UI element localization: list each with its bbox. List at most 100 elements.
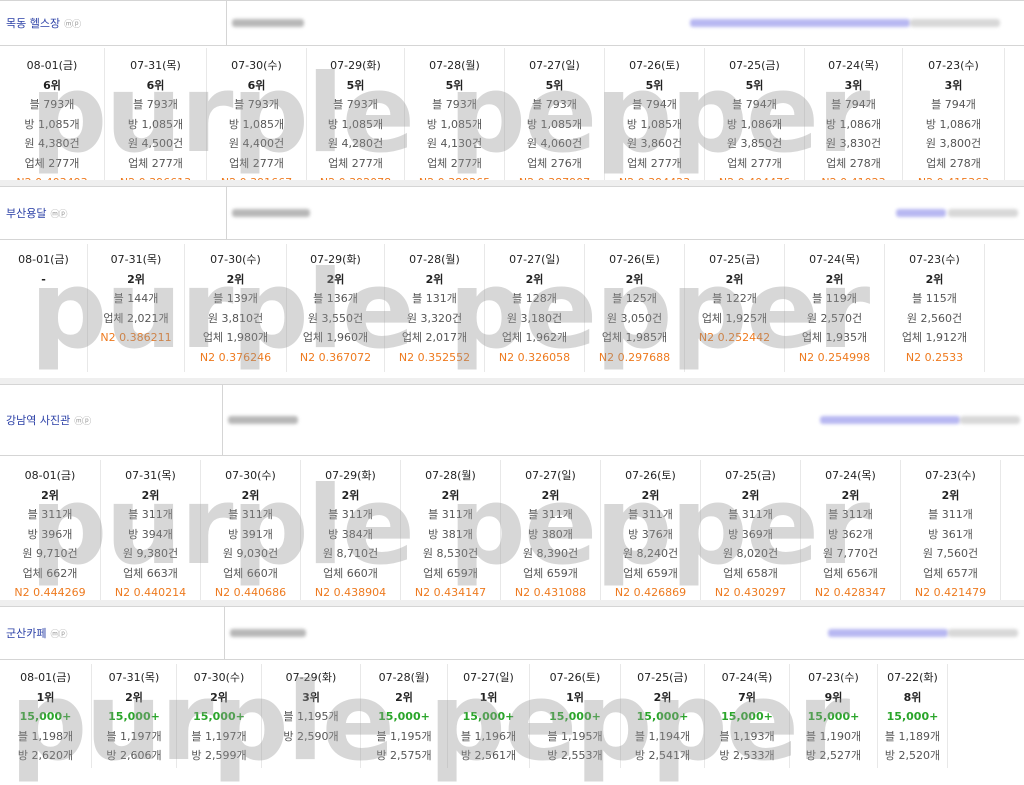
mp-icon[interactable]: ⓜⓟ: [74, 417, 91, 427]
stat-value: 블 1,195개: [547, 729, 603, 743]
n2-score: N2 0.254998: [798, 350, 871, 364]
rank-value: 5위: [645, 78, 664, 92]
n2-score: N2 0.440686: [214, 586, 287, 599]
stat-value: 방 1,086개: [825, 117, 882, 131]
day-date: 08-01(금): [24, 469, 76, 482]
search-volume: 15,000+: [193, 710, 245, 723]
stat-value: 원 9,380건: [122, 547, 179, 560]
stat-value: 업체 1,912개: [901, 331, 968, 344]
n2-score: N2 0.428347: [814, 586, 887, 599]
day-date: 07-29(화): [330, 59, 381, 72]
redacted-text: [948, 209, 1018, 217]
stat-value: 업체 660개: [223, 566, 278, 580]
day-date: 07-28(월): [425, 469, 476, 482]
keyword-link[interactable]: 부산용달 ⓜⓟ: [6, 205, 68, 221]
n2-score: N2 0.367072: [299, 350, 372, 364]
keyword-link[interactable]: 군산카페 ⓜⓟ: [6, 625, 68, 641]
stat-value: 블 793개: [532, 98, 577, 111]
stat-value: 업체 658개: [723, 566, 778, 580]
stat-value: 블 311개: [628, 508, 673, 521]
day-cell: 07-23(수) 2위 블 311개 방 361개 원 7,560건 업체 657개 N2 …: [901, 460, 1001, 602]
stat-value: 블 311개: [728, 508, 773, 521]
stat-value: 원 3,860건: [626, 137, 683, 150]
section-separator: [0, 378, 1024, 384]
stat-value: 업체 278개: [926, 156, 981, 170]
keyword-header: 부산용달 ⓜⓟ: [0, 186, 1024, 240]
day-date: 07-28(월): [409, 253, 460, 266]
rank-value: 2위: [941, 488, 960, 502]
header-divider: [224, 607, 225, 659]
stat-value: 블 311개: [928, 508, 973, 521]
day-cell: 07-30(수) 2위 블 311개 방 391개 원 9,030건 업체 660개 N2 …: [201, 460, 301, 602]
day-date: 07-30(수): [210, 253, 261, 266]
stat-value: 방 1,085개: [228, 117, 285, 131]
mp-icon[interactable]: ⓜⓟ: [50, 210, 67, 220]
stat-value: 방 2,599개: [191, 749, 247, 762]
stat-value: 원 4,060건: [526, 137, 583, 150]
day-date: 07-29(화): [285, 671, 337, 684]
stat-value: 블 136개: [313, 292, 358, 305]
day-date: 07-31(목): [130, 59, 181, 72]
stat-value: 원 8,710건: [322, 547, 379, 560]
stat-value: 블 793개: [234, 98, 279, 111]
rank-value: 1위: [566, 690, 584, 704]
stat-value: 원 4,400건: [228, 137, 285, 150]
stat-value: 블 311개: [128, 508, 173, 521]
rank-value: 5위: [445, 78, 464, 92]
stat-value: 블 793개: [29, 98, 75, 111]
stat-value: 블 122개: [712, 292, 757, 305]
stat-value: 방 2,527개: [805, 749, 862, 762]
rank-value: 9위: [824, 690, 843, 704]
day-date: 07-29(화): [325, 469, 376, 482]
day-date: 07-23(수): [808, 671, 859, 684]
day-cell: 07-30(수) 2위 15,000+ 블 1,197개 방 2,599개: [177, 664, 262, 768]
search-volume: 15,000+: [807, 710, 860, 723]
day-cell: 08-01(금) 1위 15,000+ 블 1,198개 방 2,620개: [0, 664, 92, 768]
stat-value: 블 794개: [632, 98, 677, 111]
stat-value: 블 311개: [428, 508, 473, 521]
day-cell: 07-27(일) 2위 블 311개 방 380개 원 8,390건 업체 659개 N2 …: [501, 460, 601, 602]
stat-value: 업체 278개: [826, 156, 881, 170]
stat-value: 방 396개: [27, 527, 73, 541]
stat-value: 업체 277개: [427, 156, 482, 170]
n2-score: N2 0.386211: [100, 331, 172, 344]
mp-icon[interactable]: ⓜⓟ: [50, 630, 67, 640]
keyword-label: 목동 헬스장: [6, 17, 61, 30]
stat-value: 원 8,020건: [722, 547, 779, 560]
stat-value: 블 144개: [113, 292, 159, 305]
rank-value: 2위: [741, 488, 760, 502]
stat-value: 방 380개: [528, 527, 573, 541]
rank-value: 2위: [425, 272, 444, 286]
stat-value: 원 3,550건: [307, 311, 364, 325]
stat-value: 업체 1,962개: [501, 331, 568, 344]
rank-value: 2위: [441, 488, 460, 502]
redacted-text: [690, 19, 910, 27]
day-date: 07-27(일): [529, 59, 580, 72]
stat-value: 방 2,620개: [17, 749, 74, 762]
stat-value: 방 381개: [428, 527, 473, 541]
search-volume: 15,000+: [721, 710, 773, 723]
day-date: 07-28(월): [429, 59, 480, 72]
redacted-text: [896, 209, 946, 217]
keyword-link[interactable]: 강남역 사진관 ⓜⓟ: [6, 412, 91, 428]
day-date: 07-23(수): [909, 253, 960, 266]
rank-value: 2위: [226, 272, 245, 286]
rank-value: 2위: [541, 488, 560, 502]
day-cell: 07-26(토) 1위 15,000+ 블 1,195개 방 2,553개: [530, 664, 621, 768]
section-separator: [0, 180, 1024, 186]
rank-value: 2위: [41, 488, 59, 502]
day-cell: 07-28(월) 2위 15,000+ 블 1,195개 방 2,575개: [361, 664, 448, 768]
keyword-label: 부산용달: [6, 207, 47, 220]
keyword-link[interactable]: 목동 헬스장 ⓜⓟ: [6, 15, 81, 31]
day-date: 08-01(금): [18, 253, 69, 266]
stat-value: 블 794개: [732, 98, 777, 111]
stat-value: 방 2,533개: [719, 749, 775, 762]
day-cell: 07-26(토) 2위 블 311개 방 376개 원 8,240건 업체 659개 N2 …: [601, 460, 701, 602]
stat-value: 업체 2,017개: [401, 331, 468, 344]
day-cell: 07-27(일) 1위 15,000+ 블 1,196개 방 2,561개: [448, 664, 530, 768]
mp-icon[interactable]: ⓜⓟ: [64, 20, 81, 30]
rank-value: 2위: [241, 488, 260, 502]
stat-value: 업체 659개: [523, 566, 578, 580]
day-date: 07-27(일): [463, 671, 514, 684]
day-date: 08-01(금): [26, 59, 78, 72]
